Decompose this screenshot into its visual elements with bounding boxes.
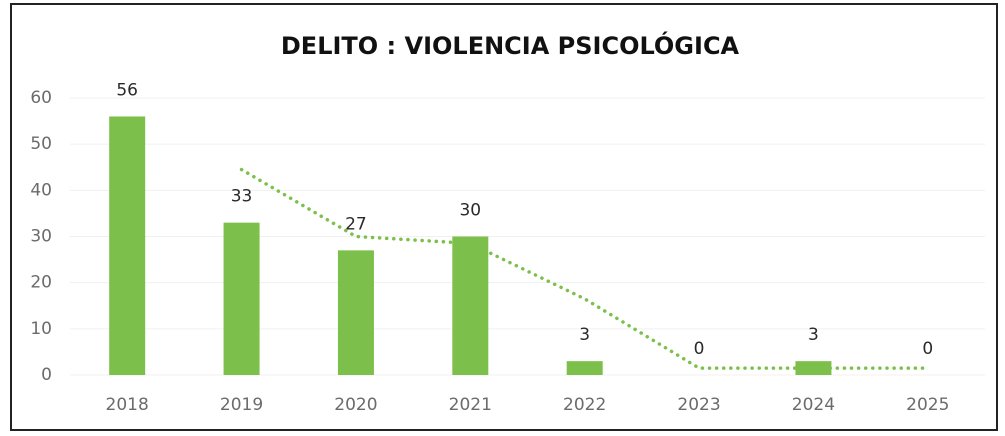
x-tick-label: 2024: [792, 395, 835, 415]
y-tick-label: 30: [30, 227, 52, 247]
bar: [795, 361, 832, 375]
bar: [337, 250, 374, 375]
x-tick-label: 2023: [677, 395, 720, 415]
bar: [109, 116, 146, 375]
x-tick-label: 2018: [106, 395, 149, 415]
bar: [566, 361, 603, 375]
chart-frame: [10, 3, 998, 431]
x-tick-label: 2021: [449, 395, 492, 415]
chart-title: DELITO : VIOLENCIA PSICOLÓGICA: [281, 30, 740, 60]
x-tick-label: 2019: [220, 395, 263, 415]
data-label: 56: [116, 80, 138, 100]
y-tick-label: 50: [30, 134, 52, 154]
y-tick-label: 60: [30, 88, 52, 108]
y-tick-label: 0: [41, 365, 52, 385]
bar: [452, 236, 489, 375]
x-tick-label: 2022: [563, 395, 606, 415]
x-tick-label: 2025: [906, 395, 949, 415]
data-label: 0: [694, 339, 705, 359]
data-label: 0: [922, 339, 933, 359]
data-label: 30: [459, 201, 481, 221]
data-label: 3: [808, 325, 819, 345]
data-label: 3: [579, 325, 590, 345]
y-tick-label: 40: [30, 180, 52, 200]
y-tick-label: 20: [30, 273, 52, 293]
x-tick-label: 2020: [334, 395, 377, 415]
bar: [223, 222, 260, 375]
data-label: 27: [345, 214, 367, 234]
y-tick-label: 10: [30, 319, 52, 339]
data-label: 33: [231, 187, 253, 207]
